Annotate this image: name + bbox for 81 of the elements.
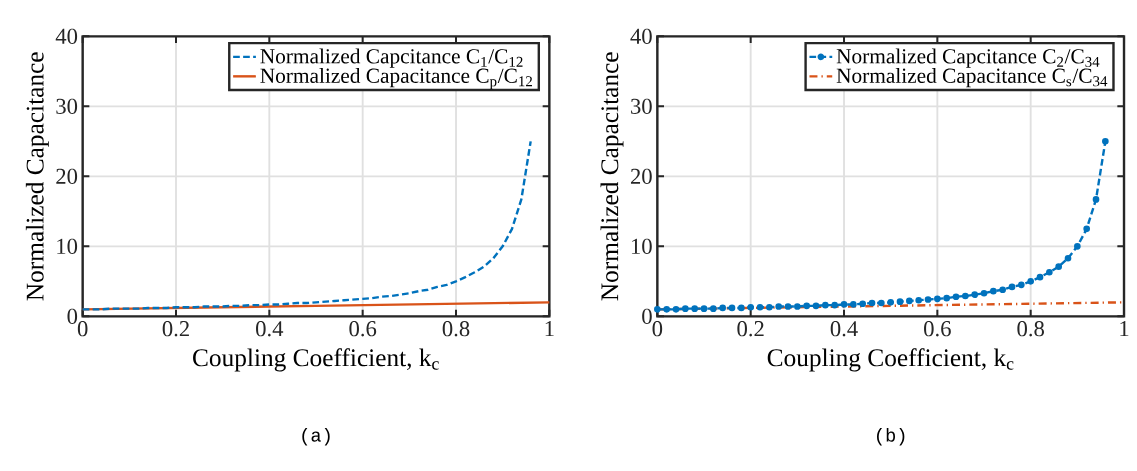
x-axis-title: Coupling Coefficient, k$_{c}$ xyxy=(767,348,1014,372)
y-tick-label: 30 xyxy=(631,98,652,114)
point xyxy=(850,301,857,308)
point xyxy=(1102,138,1109,145)
point xyxy=(1046,268,1053,276)
point xyxy=(1036,273,1044,281)
point xyxy=(756,303,764,311)
legend-label: Normalized Capcitance C$_{2}$/C$_{34}$ xyxy=(836,48,1100,68)
x-tick-label: 1 xyxy=(1120,321,1129,337)
x-tick-label: 0.2 xyxy=(737,321,764,337)
point xyxy=(822,301,829,309)
text: (b) xyxy=(876,428,905,446)
y-tick-label: 30 xyxy=(56,98,78,114)
x-tick-label: 0.4 xyxy=(830,321,858,337)
y-axis-title: Normalized Capacitance xyxy=(600,52,624,301)
point xyxy=(906,297,913,305)
point xyxy=(840,301,848,308)
point xyxy=(728,304,736,312)
point xyxy=(803,302,811,310)
x-tick-label: 0.2 xyxy=(162,321,189,337)
point xyxy=(1074,243,1081,250)
point xyxy=(980,289,988,297)
point xyxy=(915,296,923,304)
point xyxy=(719,304,727,312)
y-tick-label: 40 xyxy=(55,28,78,44)
x-tick-label: 0.6 xyxy=(349,321,377,337)
point xyxy=(952,293,960,301)
y-tick-label: 20 xyxy=(630,168,652,184)
y-tick-label: 40 xyxy=(630,28,652,44)
point xyxy=(700,305,708,312)
legend-label: Normalized Capacitance C$_{p}$/C$_{12}$ xyxy=(260,67,532,90)
point xyxy=(710,305,717,312)
y-tick-label: 0 xyxy=(67,308,78,324)
x-tick-label: 0 xyxy=(77,321,88,337)
x-tick-label: 0.8 xyxy=(1017,321,1044,337)
point xyxy=(971,291,979,298)
point xyxy=(896,298,904,305)
point xyxy=(784,303,792,310)
point xyxy=(1064,254,1072,262)
x-tick-label: 0.4 xyxy=(256,321,284,337)
point xyxy=(868,299,876,307)
x-axis-title: Coupling Coefficient, k$_{c}$ xyxy=(193,348,439,372)
point xyxy=(663,306,671,313)
point xyxy=(887,299,895,306)
y-tick-label: 20 xyxy=(56,168,78,184)
point xyxy=(672,306,680,313)
point xyxy=(1008,283,1016,291)
y-axis-title: Normalized Capacitance xyxy=(25,52,49,301)
point xyxy=(747,303,755,311)
point xyxy=(738,304,745,312)
x-tick-label: 0.8 xyxy=(442,321,470,337)
point xyxy=(1018,281,1025,289)
point xyxy=(934,295,941,303)
x-tick-label: 0.6 xyxy=(924,321,951,337)
point xyxy=(766,303,773,311)
point xyxy=(924,296,932,303)
text: (a) xyxy=(302,428,330,446)
x-tick-label: 1 xyxy=(545,321,554,337)
x-tick-label: 0 xyxy=(652,321,663,337)
point xyxy=(682,305,689,312)
point xyxy=(812,302,820,310)
y-tick-label: 10 xyxy=(631,238,652,254)
point xyxy=(990,287,997,295)
point xyxy=(859,300,867,308)
point xyxy=(654,306,661,313)
point xyxy=(794,303,801,310)
y-tick-label: 0 xyxy=(642,308,652,324)
point xyxy=(1055,263,1063,270)
point xyxy=(999,286,1007,294)
point xyxy=(1092,196,1100,203)
point xyxy=(1027,278,1035,285)
point xyxy=(831,301,839,309)
point xyxy=(1083,225,1091,233)
point xyxy=(878,299,885,307)
point xyxy=(962,292,969,300)
point xyxy=(775,303,783,310)
point xyxy=(943,294,951,302)
point xyxy=(691,305,699,312)
legend-label: Normalized Capacitance C$_{s}$/C$_{34}$ xyxy=(836,67,1108,88)
legend-label: Normalized Capcitance C$_{1}$/C$_{12}$ xyxy=(260,48,523,68)
y-tick-label: 10 xyxy=(57,238,78,254)
